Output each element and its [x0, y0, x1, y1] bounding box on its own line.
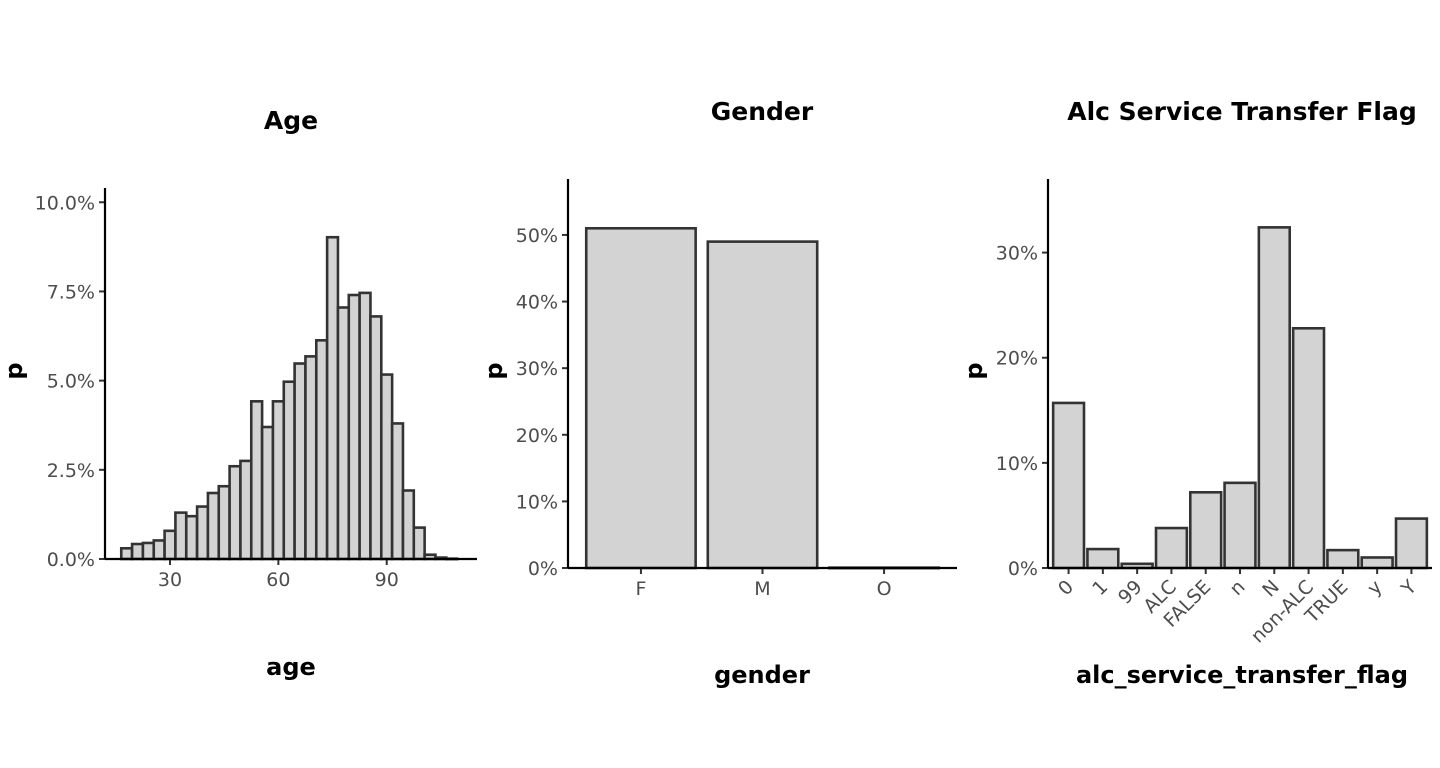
- bar-FALSE: [1188, 491, 1223, 570]
- y-tick-label: 30%: [996, 243, 1038, 265]
- histogram-bar: [282, 380, 296, 561]
- histogram-bar: [130, 542, 145, 561]
- chart-panel-2: Gender gender p F M O 0% 10% 20% 30% 40% 50%: [480, 97, 957, 689]
- bar-non-ALC: [1291, 326, 1326, 570]
- y-tick-label: 7.5%: [47, 281, 95, 303]
- histogram-bar: [228, 464, 242, 561]
- histogram-bar: [260, 425, 275, 561]
- histogram-bar: [347, 293, 361, 561]
- histogram-bar: [401, 489, 416, 561]
- y-tick-label: 2.5%: [47, 460, 95, 482]
- histogram-bar: [152, 539, 166, 561]
- y-tick-label: 40%: [516, 292, 558, 314]
- chart-panel-1: Age age p 30 60 90 0.0% 2.5% 5.0% 7.5% 10.0%: [0, 106, 477, 681]
- x-axis-title: alc_service_transfer_flag: [1076, 661, 1408, 689]
- x-tick-label: n: [1225, 576, 1249, 600]
- y-axis-title: p: [0, 362, 28, 379]
- bar-y: [1360, 556, 1394, 570]
- histogram-bar: [304, 355, 318, 561]
- histogram-bar: [206, 491, 221, 561]
- histogram-bar: [369, 315, 383, 561]
- chart-panel-3: Alc Service Transfer Flag alc_service_tra…: [960, 97, 1432, 689]
- x-tick-label: 90: [375, 569, 399, 591]
- bar-TRUE: [1326, 548, 1360, 570]
- y-tick-label: 20%: [996, 348, 1038, 370]
- histogram-bar: [141, 541, 156, 561]
- histogram-bar: [412, 526, 426, 561]
- x-tick-label: 30: [158, 569, 182, 591]
- x-axis-title: age: [266, 653, 316, 681]
- x-tick-label: Y: [1396, 576, 1421, 601]
- y-axis-title: p: [480, 362, 508, 379]
- histogram-bar: [390, 422, 405, 561]
- y-tick-label: 0.0%: [47, 549, 95, 571]
- y-tick-label: 0%: [528, 558, 558, 580]
- y-tick-label: 10.0%: [35, 192, 95, 214]
- histogram-bar: [217, 484, 231, 561]
- x-tick-label: O: [877, 578, 892, 600]
- histogram-bar: [184, 514, 199, 561]
- histogram-bar: [174, 511, 188, 561]
- histogram-bar: [249, 400, 264, 561]
- histogram-bar: [239, 459, 253, 561]
- histogram-bar: [358, 291, 372, 561]
- y-tick-label: 20%: [516, 425, 558, 447]
- chart-title: Age: [264, 106, 318, 135]
- y-tick-label: 0%: [1008, 558, 1038, 580]
- histogram-bar: [314, 339, 329, 561]
- histogram-bar: [379, 373, 394, 561]
- bar-n: [1223, 481, 1257, 570]
- x-tick-label: 1: [1088, 576, 1112, 600]
- x-tick-label: F: [635, 578, 646, 600]
- bar-Y: [1394, 517, 1429, 570]
- histogram-bar: [195, 505, 210, 561]
- x-tick-label: 0: [1054, 576, 1078, 600]
- chart-title: Alc Service Transfer Flag: [1067, 97, 1417, 126]
- y-tick-label: 10%: [996, 453, 1038, 475]
- y-tick-label: 5.0%: [47, 371, 95, 393]
- histogram-bar: [293, 362, 307, 561]
- histogram-bar: [325, 235, 340, 561]
- x-tick-label: M: [754, 578, 770, 600]
- y-tick-label: 30%: [516, 358, 558, 380]
- bar-ALC: [1154, 526, 1189, 570]
- bar-1: [1086, 547, 1120, 570]
- bar-0: [1051, 401, 1086, 570]
- histogram-bar: [163, 529, 177, 561]
- y-tick-label: 10%: [516, 491, 558, 513]
- x-tick-label: 60: [266, 569, 290, 591]
- y-axis-title: p: [960, 362, 988, 379]
- y-tick-label: 50%: [516, 225, 558, 247]
- histogram-bar: [119, 546, 134, 561]
- bar-N: [1257, 226, 1292, 570]
- x-tick-label: y: [1363, 576, 1387, 600]
- bar-M: [706, 240, 819, 570]
- histogram-bar: [336, 306, 351, 561]
- chart-title: Gender: [711, 97, 814, 126]
- histogram-bar: [271, 400, 286, 561]
- x-axis-title: gender: [714, 661, 810, 689]
- bar-F: [584, 226, 697, 570]
